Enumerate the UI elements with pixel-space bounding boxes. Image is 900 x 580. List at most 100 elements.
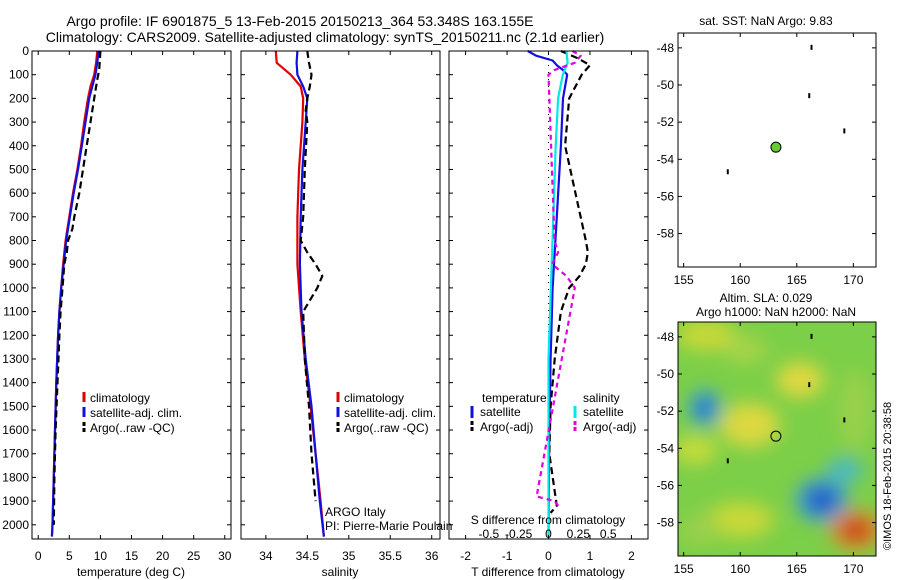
map-lat-tick-label: -50	[657, 78, 675, 92]
depth-tick-label: 200	[9, 91, 29, 105]
legend-header-temperature: temperature	[482, 391, 547, 405]
x-tick-label: 30	[218, 549, 232, 563]
depth-tick-label: 600	[9, 186, 29, 200]
series-line-0	[50, 50, 99, 537]
salinity-axes-frame	[240, 50, 441, 540]
float-position-marker	[770, 141, 782, 153]
imos-watermark: ©IMOS 18-Feb-2015 20:38:58	[882, 402, 894, 550]
series-line-23	[535, 50, 582, 509]
x-tick-label: 34.5	[296, 549, 320, 563]
depth-tick-label: 1300	[2, 352, 29, 366]
depth-tick-label: 1600	[2, 423, 29, 437]
x-tick-label: 36	[425, 549, 439, 563]
salinity-panel: 34 34.5 35 35.5 36 salinity climatologysatel…	[240, 50, 452, 579]
depth-tick-label: 1100	[3, 305, 29, 319]
map-lat-tick-label: -56	[657, 189, 675, 203]
map-lon-tick-label: 165	[787, 273, 807, 287]
secondary-tick-label: 0	[545, 527, 552, 541]
depth-tick-label: 800	[9, 234, 29, 248]
x-tick-label: -1	[502, 549, 513, 563]
map-lon-tick-label: 155	[674, 273, 694, 287]
island-mark	[843, 128, 846, 134]
legend-entry: Argo(..raw -QC)	[344, 421, 429, 435]
series-line-1	[50, 50, 100, 537]
island-mark	[808, 382, 811, 388]
legend-header-salinity: salinity	[583, 391, 620, 405]
difference-panel: -2 -1 0 1 2 -0.5 -0.25 0 0.25 0.5 S difference fr…	[448, 49, 649, 579]
x-tick-label: 34	[259, 549, 273, 563]
x-tick-label: 5	[66, 549, 73, 563]
map-lat-tick-label: -48	[657, 330, 675, 344]
map-lat-tick-label: -54	[657, 441, 675, 455]
depth-tick-label: 1200	[2, 328, 29, 342]
sst-map-title: sat. SST: NaN Argo: 9.83	[699, 14, 833, 28]
series-line-20	[527, 50, 569, 537]
sla-map-panel: Altim. SLA: 0.029 Argo h1000: NaN h2000:…	[657, 291, 894, 576]
figure-title-line2: Climatology: CARS2009. Satellite-adjuste…	[46, 29, 604, 45]
sla-heatmap	[678, 322, 876, 556]
secondary-tick-label: -0.5	[478, 527, 499, 541]
depth-tick-label: 100	[9, 68, 29, 82]
float-position-marker	[770, 430, 782, 442]
depth-tick-label: 400	[9, 139, 29, 153]
secondary-tick-label: 0.25	[567, 527, 591, 541]
legend-entry: satellite	[583, 405, 624, 419]
secondary-tick-label: -0.25	[505, 527, 533, 541]
x-tick-label: 0	[35, 549, 42, 563]
sla-map-title-line2: Argo h1000: NaN h2000: NaN	[696, 305, 856, 319]
difference-xlabel: T difference from climatology	[471, 565, 625, 579]
depth-tick-label: 1400	[2, 376, 29, 390]
x-tick-label: 20	[156, 549, 170, 563]
figure-title-line1: Argo profile: IF 6901875_5 13-Feb-2015 2…	[66, 13, 533, 29]
depth-tick-label: 0	[22, 44, 29, 58]
map-lat-tick-label: -52	[657, 115, 675, 129]
x-tick-label: 2	[628, 549, 635, 563]
legend-entry: Argo(-adj)	[583, 420, 636, 434]
x-tick-label: 1	[587, 549, 594, 563]
island-mark	[726, 169, 729, 175]
sla-map-title-line1: Altim. SLA: 0.029	[720, 291, 813, 305]
x-tick-label: -2	[460, 549, 471, 563]
series-line-12	[299, 50, 324, 502]
depth-tick-label: 700	[9, 210, 29, 224]
map-lon-tick-label: 165	[787, 562, 807, 576]
temperature-xlabel: temperature (deg C)	[77, 565, 185, 579]
map-lon-tick-label: 160	[730, 562, 750, 576]
map-lat-tick-label: -48	[657, 41, 675, 55]
depth-tick-label: 1500	[2, 399, 29, 413]
map-lat-tick-label: -52	[657, 404, 675, 418]
depth-tick-label: 1700	[2, 447, 29, 461]
x-tick-label: 35	[342, 549, 356, 563]
island-mark	[810, 333, 813, 339]
map-lon-tick-label: 170	[843, 562, 863, 576]
map-lat-tick-label: -50	[657, 367, 675, 381]
island-mark	[808, 93, 811, 99]
x-tick-label: 35.5	[379, 549, 403, 563]
map-lon-tick-label: 160	[730, 273, 750, 287]
island-mark	[810, 44, 813, 50]
legend-entry: Argo(-adj)	[480, 420, 533, 434]
legend-entry: satellite-adj. clim.	[90, 406, 182, 420]
x-tick-label: 25	[187, 549, 201, 563]
salinity-xlabel: salinity	[322, 565, 359, 579]
depth-tick-label: 900	[9, 257, 29, 271]
difference-secondary-xlabel: S difference from climatology	[471, 513, 626, 527]
depth-tick-label: 1900	[2, 494, 29, 508]
map-lat-tick-label: -56	[657, 478, 675, 492]
legend-entry: Argo(..raw -QC)	[90, 421, 175, 435]
map-lon-tick-label: 170	[843, 273, 863, 287]
island-mark	[843, 417, 846, 423]
legend-entry: satellite	[480, 405, 521, 419]
series-line-2	[52, 50, 102, 525]
map-lat-tick-label: -54	[657, 152, 675, 166]
legend-entry: climatology	[90, 391, 150, 405]
island-mark	[726, 458, 729, 464]
depth-tick-label: 500	[9, 162, 29, 176]
map-lat-tick-label: -58	[657, 516, 675, 530]
map-lon-tick-label: 155	[674, 562, 694, 576]
pi-label: PI: Pierre-Marie Poulain	[325, 519, 452, 533]
series-line-22	[547, 50, 569, 537]
argo-country-label: ARGO Italy	[325, 505, 386, 519]
depth-tick-label: 300	[9, 115, 29, 129]
